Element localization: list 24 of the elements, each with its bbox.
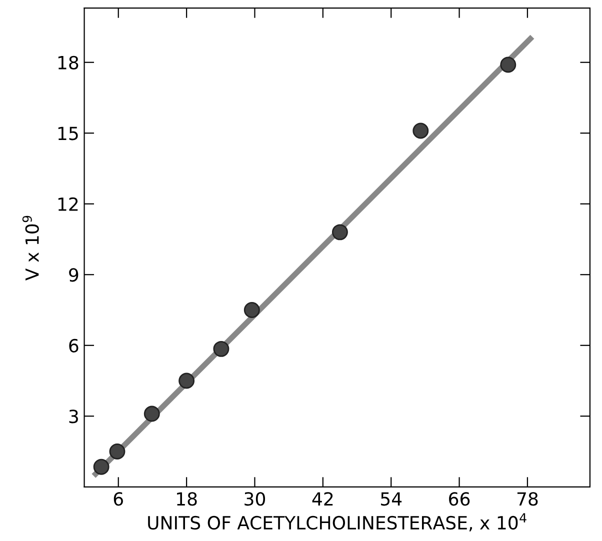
- y-tick-label: 15: [58, 126, 78, 140]
- x-tick-label: 18: [177, 492, 197, 506]
- y-tick-label: 6: [69, 338, 78, 353]
- x-axis-title: UNITS OF ACETYLCHOLINESTERASE, x 10$^{4}$: [148, 513, 526, 532]
- point: [244, 302, 260, 318]
- x-tick-label: 54: [381, 492, 402, 506]
- point: [109, 444, 126, 460]
- y-tick-label: 12: [58, 197, 78, 211]
- point: [93, 458, 110, 475]
- point: [178, 372, 195, 389]
- point: [332, 224, 348, 240]
- x-tick-label: 78: [517, 492, 538, 506]
- x-tick-label: 30: [244, 492, 266, 506]
- y-axis-title: V x 10$^{9}$: [22, 216, 39, 280]
- x-tick-label: 6: [114, 492, 123, 506]
- x-tick-label: 66: [449, 492, 470, 506]
- y-tick-label: 18: [58, 56, 78, 70]
- y-tick-label: 3: [69, 410, 78, 424]
- point: [213, 340, 230, 357]
- y-tick-label: 9: [69, 268, 78, 282]
- point: [412, 122, 429, 139]
- point: [500, 56, 516, 73]
- point: [144, 406, 160, 422]
- x-tick-label: 42: [312, 492, 333, 506]
